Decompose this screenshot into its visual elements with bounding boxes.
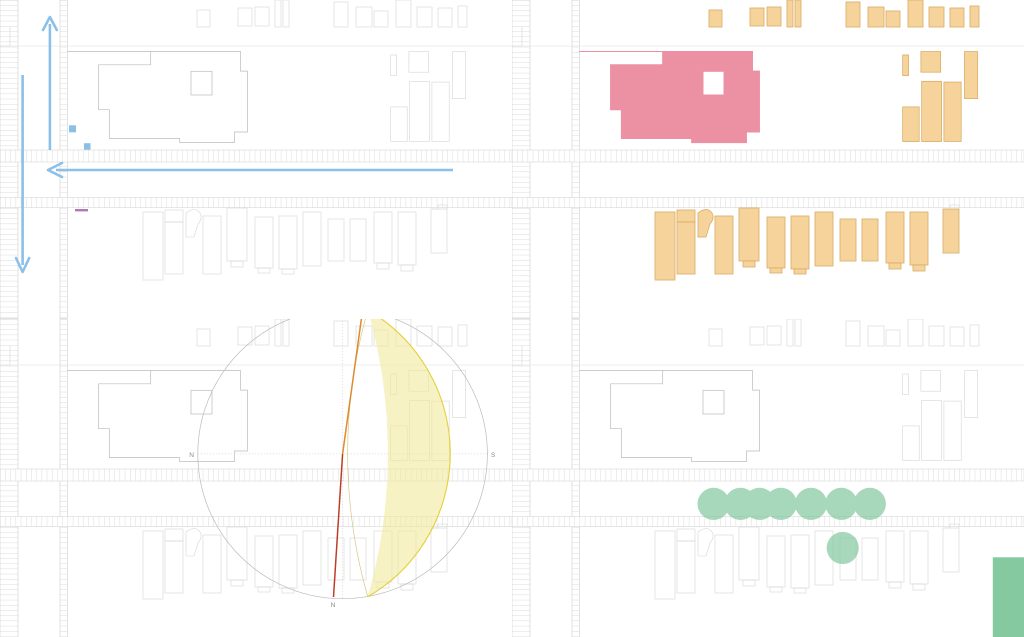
svg-text:S: S — [491, 452, 496, 459]
svg-text:N: N — [331, 602, 336, 609]
svg-text:N: N — [189, 452, 194, 459]
